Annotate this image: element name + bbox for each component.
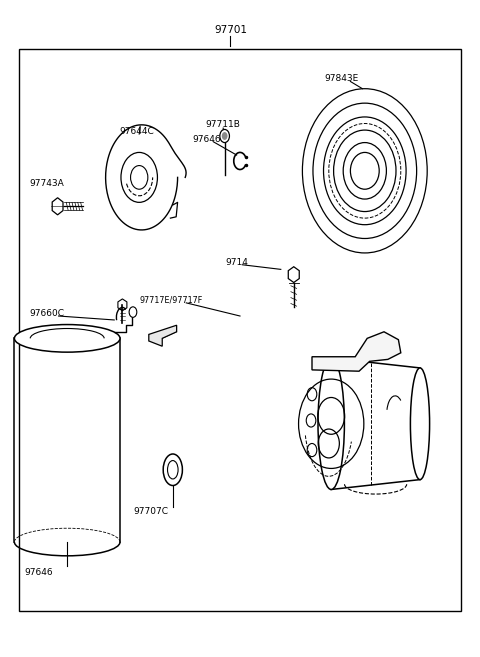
Text: 97707C: 97707C [134,507,168,516]
Text: 97644C: 97644C [119,127,154,136]
Polygon shape [312,332,401,371]
Circle shape [129,307,137,317]
Ellipse shape [318,358,344,489]
Text: 97843E: 97843E [324,74,358,83]
Circle shape [220,129,229,143]
Bar [19,49,461,611]
Text: 97743A: 97743A [30,179,64,189]
Text: 97646C: 97646C [192,135,227,144]
Ellipse shape [410,368,430,480]
Ellipse shape [14,325,120,352]
Circle shape [222,132,228,140]
Text: 97660C: 97660C [30,309,65,318]
Text: 97717E/97717F: 97717E/97717F [139,296,203,305]
Text: 9714: 9714 [226,258,249,267]
Text: 97711B: 97711B [205,120,240,129]
Text: 97701: 97701 [214,24,247,35]
Text: 97646: 97646 [24,568,53,578]
Polygon shape [149,325,177,346]
